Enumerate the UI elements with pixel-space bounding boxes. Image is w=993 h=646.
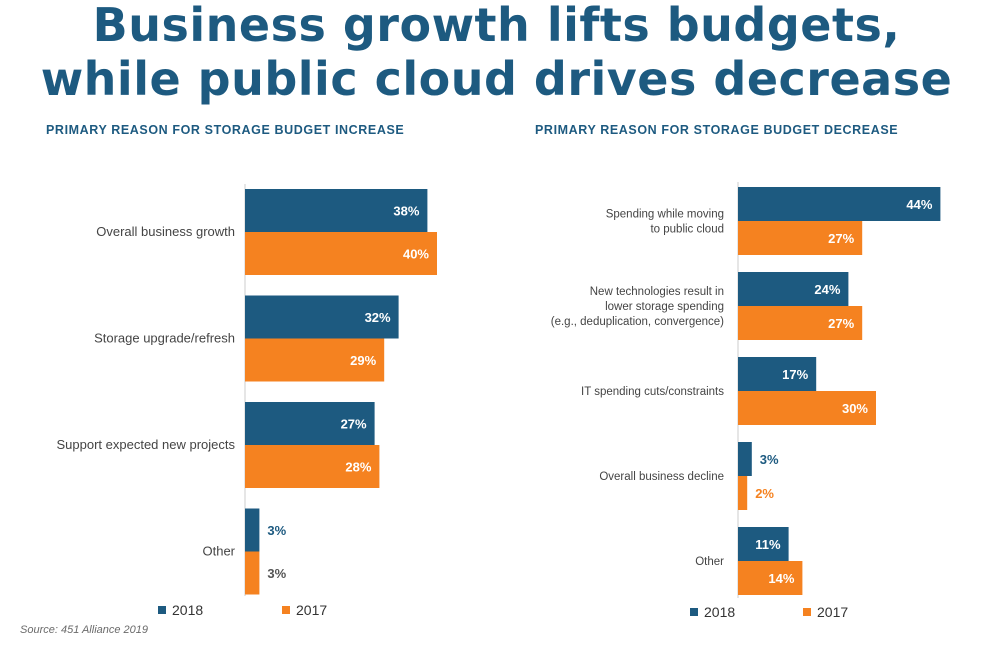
category-label: Overall business growth <box>96 224 235 239</box>
bar-2017 <box>738 561 803 595</box>
data-label: 38% <box>393 204 419 219</box>
bar-2018 <box>738 527 789 561</box>
bar-2017 <box>738 221 863 255</box>
legend-label: 2018 <box>704 604 735 620</box>
data-label: 27% <box>341 417 367 432</box>
data-label: 2% <box>755 486 774 501</box>
data-label: 3% <box>267 523 286 538</box>
category-label: IT spending cuts/constraints <box>581 386 724 398</box>
data-label: 32% <box>365 310 391 325</box>
right-chart-subtitle: PRIMARY REASON FOR STORAGE BUDGET DECREA… <box>535 123 899 137</box>
bar-2018 <box>738 272 849 306</box>
legend-swatch-2018 <box>690 608 698 616</box>
legend-label: 2017 <box>817 604 848 620</box>
bar-2018 <box>245 189 428 232</box>
data-label: 40% <box>403 247 429 262</box>
category-label: New technologies result in lower storage … <box>551 286 724 328</box>
data-label: 14% <box>768 571 794 586</box>
bar-2017 <box>245 445 380 488</box>
category-label: Storage upgrade/refresh <box>94 331 235 346</box>
legend-swatch-2017 <box>803 608 811 616</box>
legend-swatch-2017 <box>282 606 290 614</box>
bar-2018 <box>245 508 260 552</box>
data-label: 44% <box>906 197 932 212</box>
bar-2017 <box>738 476 748 510</box>
category-label: Support expected new projects <box>57 437 236 452</box>
data-label: 17% <box>782 367 808 382</box>
category-label: Spending while moving to public cloud <box>606 209 724 236</box>
bar-2017 <box>738 391 876 425</box>
chart-title-line-2: while public cloud drives decrease <box>40 52 953 106</box>
bar-2017 <box>245 232 437 275</box>
category-label: Overall business decline <box>599 471 724 483</box>
bar-2017 <box>738 306 863 340</box>
data-label: 29% <box>350 353 376 368</box>
bar-2018 <box>738 442 752 476</box>
legend-swatch-2018 <box>158 606 166 614</box>
bar-2017 <box>245 338 385 382</box>
data-label: 27% <box>828 231 854 246</box>
bar-2017 <box>245 551 260 595</box>
data-label: 3% <box>267 566 286 581</box>
legend-label: 2017 <box>296 602 327 618</box>
bar-2018 <box>245 295 399 339</box>
left-chart-subtitle: PRIMARY REASON FOR STORAGE BUDGET INCREA… <box>46 123 405 137</box>
data-label: 28% <box>345 460 371 475</box>
category-label: Other <box>695 556 724 568</box>
data-label: 11% <box>755 537 781 552</box>
bar-2018 <box>245 402 375 445</box>
data-label: 3% <box>760 452 779 467</box>
legend-label: 2018 <box>172 602 203 618</box>
data-label: 30% <box>842 401 868 416</box>
source-note: Source: 451 Alliance 2019 <box>20 624 149 636</box>
bar-2018 <box>738 357 817 391</box>
category-label: Other <box>202 544 235 559</box>
data-label: 27% <box>828 316 854 331</box>
bar-2018 <box>738 187 941 221</box>
data-label: 24% <box>814 282 840 297</box>
chart-title-line-1: Business growth lifts budgets, <box>92 0 901 52</box>
